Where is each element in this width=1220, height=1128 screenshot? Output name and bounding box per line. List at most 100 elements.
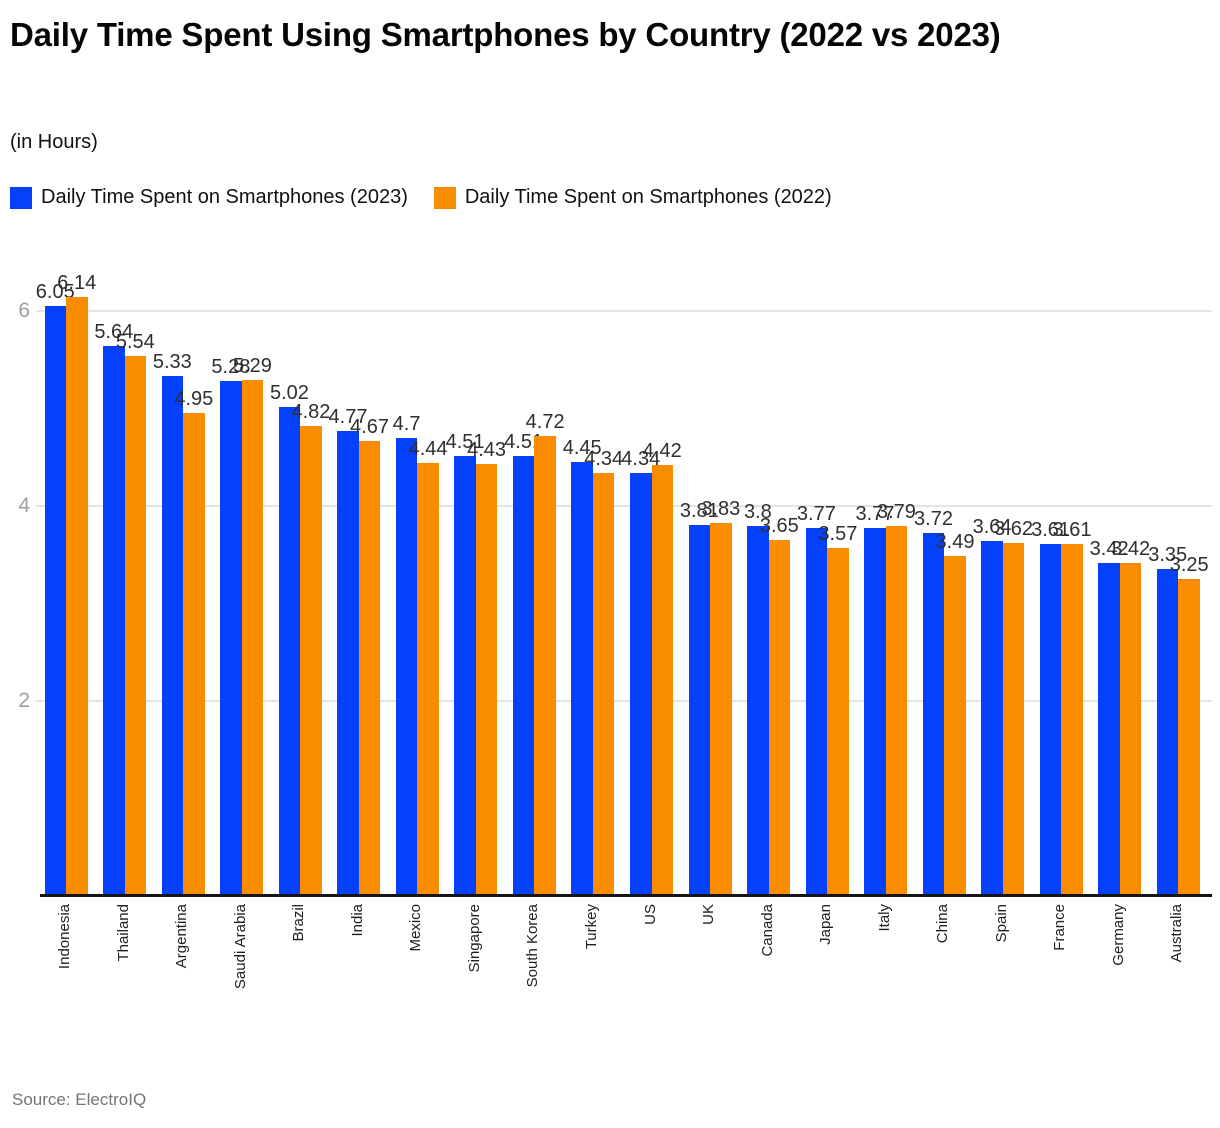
bar-value-label: 4.72	[525, 410, 565, 433]
legend-item-2023: Daily Time Spent on Smartphones (2023)	[10, 186, 408, 209]
gridline	[36, 505, 1212, 507]
bar-value-label: 4.51	[504, 431, 544, 454]
bar-value-label: 3.77	[855, 503, 895, 526]
legend-label: Daily Time Spent on Smartphones (2023)	[41, 186, 408, 208]
bar-value-label: 5.28	[211, 356, 251, 379]
bar-value-label: 4.42	[642, 440, 682, 463]
chart-bar-2023	[747, 525, 769, 896]
x-axis-label: Italy	[875, 904, 893, 932]
bar-value-label: 4.44	[408, 438, 448, 461]
chart-bar-2022	[124, 355, 147, 896]
bar-value-label: 6.05	[35, 281, 75, 304]
x-axis-label: Canada	[758, 904, 776, 957]
chart-bar-2023	[395, 437, 418, 896]
chart-bar-2023	[161, 376, 184, 896]
chart-bar-2023	[220, 381, 242, 896]
bar-value-label: 3.61	[1031, 519, 1071, 542]
bar-value-label: 5.64	[94, 321, 134, 344]
chart-bar-2023	[630, 472, 652, 896]
chart-bar-2023	[981, 541, 1003, 896]
chart-bar-2023	[44, 306, 66, 896]
bar-value-label: 4.43	[467, 439, 507, 462]
chart-bar-2022	[944, 555, 966, 896]
bar-value-label: 3.65	[759, 515, 799, 538]
bar-value-label: 3.57	[818, 522, 858, 545]
chart-bar-2022	[1178, 579, 1200, 896]
x-axis-label: India	[348, 904, 366, 937]
bar-value-label: 3.81	[679, 499, 719, 522]
x-axis-label: South Korea	[524, 904, 542, 988]
chart-bar-2022	[592, 472, 615, 896]
x-axis-label: France	[1051, 904, 1069, 951]
x-axis-label: Thailand	[114, 904, 132, 962]
x-axis-label: Australia	[1168, 904, 1186, 963]
bar-value-label: 3.61	[1052, 519, 1092, 542]
chart-bar-2022	[66, 297, 88, 896]
bar-value-label: 4.34	[621, 447, 661, 470]
chart-bar-2023	[103, 346, 125, 896]
chart-bar-2023	[337, 430, 359, 896]
bar-value-label: 5.33	[152, 351, 192, 374]
chart-bar-2023	[688, 524, 711, 896]
chart-bar-2022	[534, 435, 556, 896]
bar-value-label: 4.67	[350, 415, 389, 438]
y-tick-label: 4	[18, 494, 30, 517]
chart-bar-2022	[1061, 544, 1083, 896]
x-axis-label: Brazil	[290, 904, 308, 942]
chart-bar-2023	[454, 456, 476, 896]
chart-bar-2022	[1002, 543, 1025, 896]
chart-bar-2022	[183, 413, 205, 896]
bar-value-label: 3.72	[914, 508, 953, 531]
x-axis-label: Spain	[992, 904, 1010, 943]
chart-bar-2022	[300, 426, 322, 896]
gridline	[36, 310, 1212, 312]
chart-bar-2022	[417, 463, 439, 896]
legend-swatch-icon	[10, 186, 32, 209]
x-axis-label: Turkey	[582, 904, 600, 950]
bar-value-label: 3.8	[743, 500, 772, 523]
x-axis-label: US	[641, 904, 659, 925]
chart-bar-2022	[827, 547, 849, 896]
bar-value-label: 3.77	[796, 503, 836, 526]
chart-title: Daily Time Spent Using Smartphones by Co…	[10, 16, 1001, 53]
chart-bar-2022	[885, 526, 908, 896]
legend-label: Daily Time Spent on Smartphones (2022)	[464, 186, 832, 208]
bar-value-label: 3.42	[1111, 537, 1151, 560]
x-axis-label: Argentina	[173, 904, 191, 969]
x-axis-label: China	[934, 904, 952, 944]
source-note: Source: ElectroIQ	[12, 1090, 147, 1109]
chart-bar-2023	[922, 533, 945, 896]
chart-bar-2022	[651, 465, 673, 896]
chart-subtitle: (in Hours)	[10, 131, 98, 153]
chart-bar-2022	[768, 540, 791, 896]
gridline	[36, 700, 1212, 702]
bar-value-label: 3.62	[994, 518, 1034, 541]
y-tick-label: 6	[18, 299, 30, 322]
x-axis-label: Germany	[1109, 904, 1127, 966]
chart-bar-2023	[805, 528, 828, 896]
chart-bar-2023	[278, 406, 301, 896]
legend: Daily Time Spent on Smartphones (2023) Da…	[10, 186, 832, 209]
chart-bar-2022	[241, 380, 264, 896]
x-axis-label: Singapore	[465, 904, 483, 973]
chart-bar-2023	[864, 528, 886, 896]
chart-bar-2022	[475, 464, 498, 896]
x-axis-label: UK	[700, 904, 718, 925]
chart-bar-2022	[1119, 562, 1142, 896]
bar-value-label: 5.29	[232, 355, 272, 378]
chart-bar-2023	[512, 456, 535, 896]
x-axis-label: Mexico	[407, 904, 425, 952]
chart-bar-2023	[1039, 544, 1062, 896]
bar-value-label: 5.54	[115, 330, 155, 353]
bar-value-label: 3.64	[972, 516, 1012, 539]
bar-value-label: 3.35	[1148, 544, 1188, 567]
chart-bar-2023	[571, 462, 593, 896]
bar-value-label: 4.45	[562, 437, 602, 460]
bar-value-label: 3.25	[1169, 554, 1209, 577]
bar-value-label: 4.77	[328, 405, 368, 428]
chart-bar-2023	[1156, 569, 1179, 896]
y-tick-label: 2	[18, 689, 30, 712]
bar-value-label: 4.7	[392, 412, 421, 435]
bar-value-label: 3.83	[701, 497, 741, 520]
